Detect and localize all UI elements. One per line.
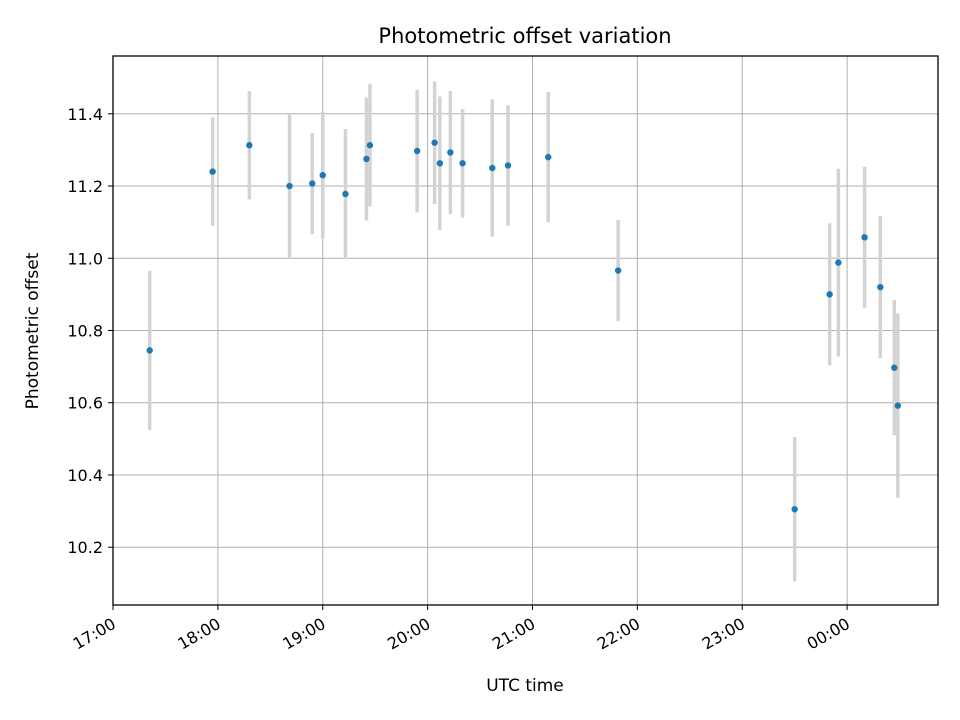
data-point (489, 164, 496, 172)
data-point (459, 160, 466, 167)
data-point (826, 291, 833, 298)
data-point (342, 190, 349, 198)
y-tick-label: 10.4 (67, 466, 103, 485)
y-tick-label: 10.6 (67, 394, 103, 413)
data-point (447, 149, 454, 156)
chart-title: Photometric offset variation (378, 24, 671, 48)
data-points (146, 139, 901, 513)
data-point (545, 153, 552, 161)
data-point (891, 364, 898, 371)
data-point (614, 267, 622, 274)
y-axis-title: Photometric offset (23, 252, 43, 409)
data-point (894, 402, 901, 409)
data-point (504, 162, 512, 169)
y-tick-label: 11.0 (67, 249, 103, 268)
data-point (319, 171, 326, 179)
y-tick-label: 10.2 (67, 538, 103, 557)
y-tick-label: 10.8 (67, 322, 103, 341)
y-tick-label: 11.4 (67, 105, 103, 124)
data-point (436, 160, 444, 167)
data-point (286, 182, 293, 190)
data-point (146, 347, 153, 354)
data-point (366, 142, 374, 149)
data-point (246, 142, 253, 149)
data-point (861, 234, 868, 241)
data-point (877, 283, 884, 291)
x-axis-title: UTC time (486, 676, 564, 696)
data-point (431, 139, 438, 146)
y-axis-ticks: 10.2 10.4 10.6 10.8 11.0 11.2 11.4 (67, 105, 113, 557)
data-point (791, 506, 798, 513)
data-point (363, 155, 370, 163)
data-point (413, 147, 421, 155)
data-point (309, 180, 316, 187)
y-tick-label: 11.2 (67, 177, 103, 196)
data-point (209, 168, 216, 175)
data-point (835, 259, 842, 266)
grid-lines (112, 56, 938, 605)
